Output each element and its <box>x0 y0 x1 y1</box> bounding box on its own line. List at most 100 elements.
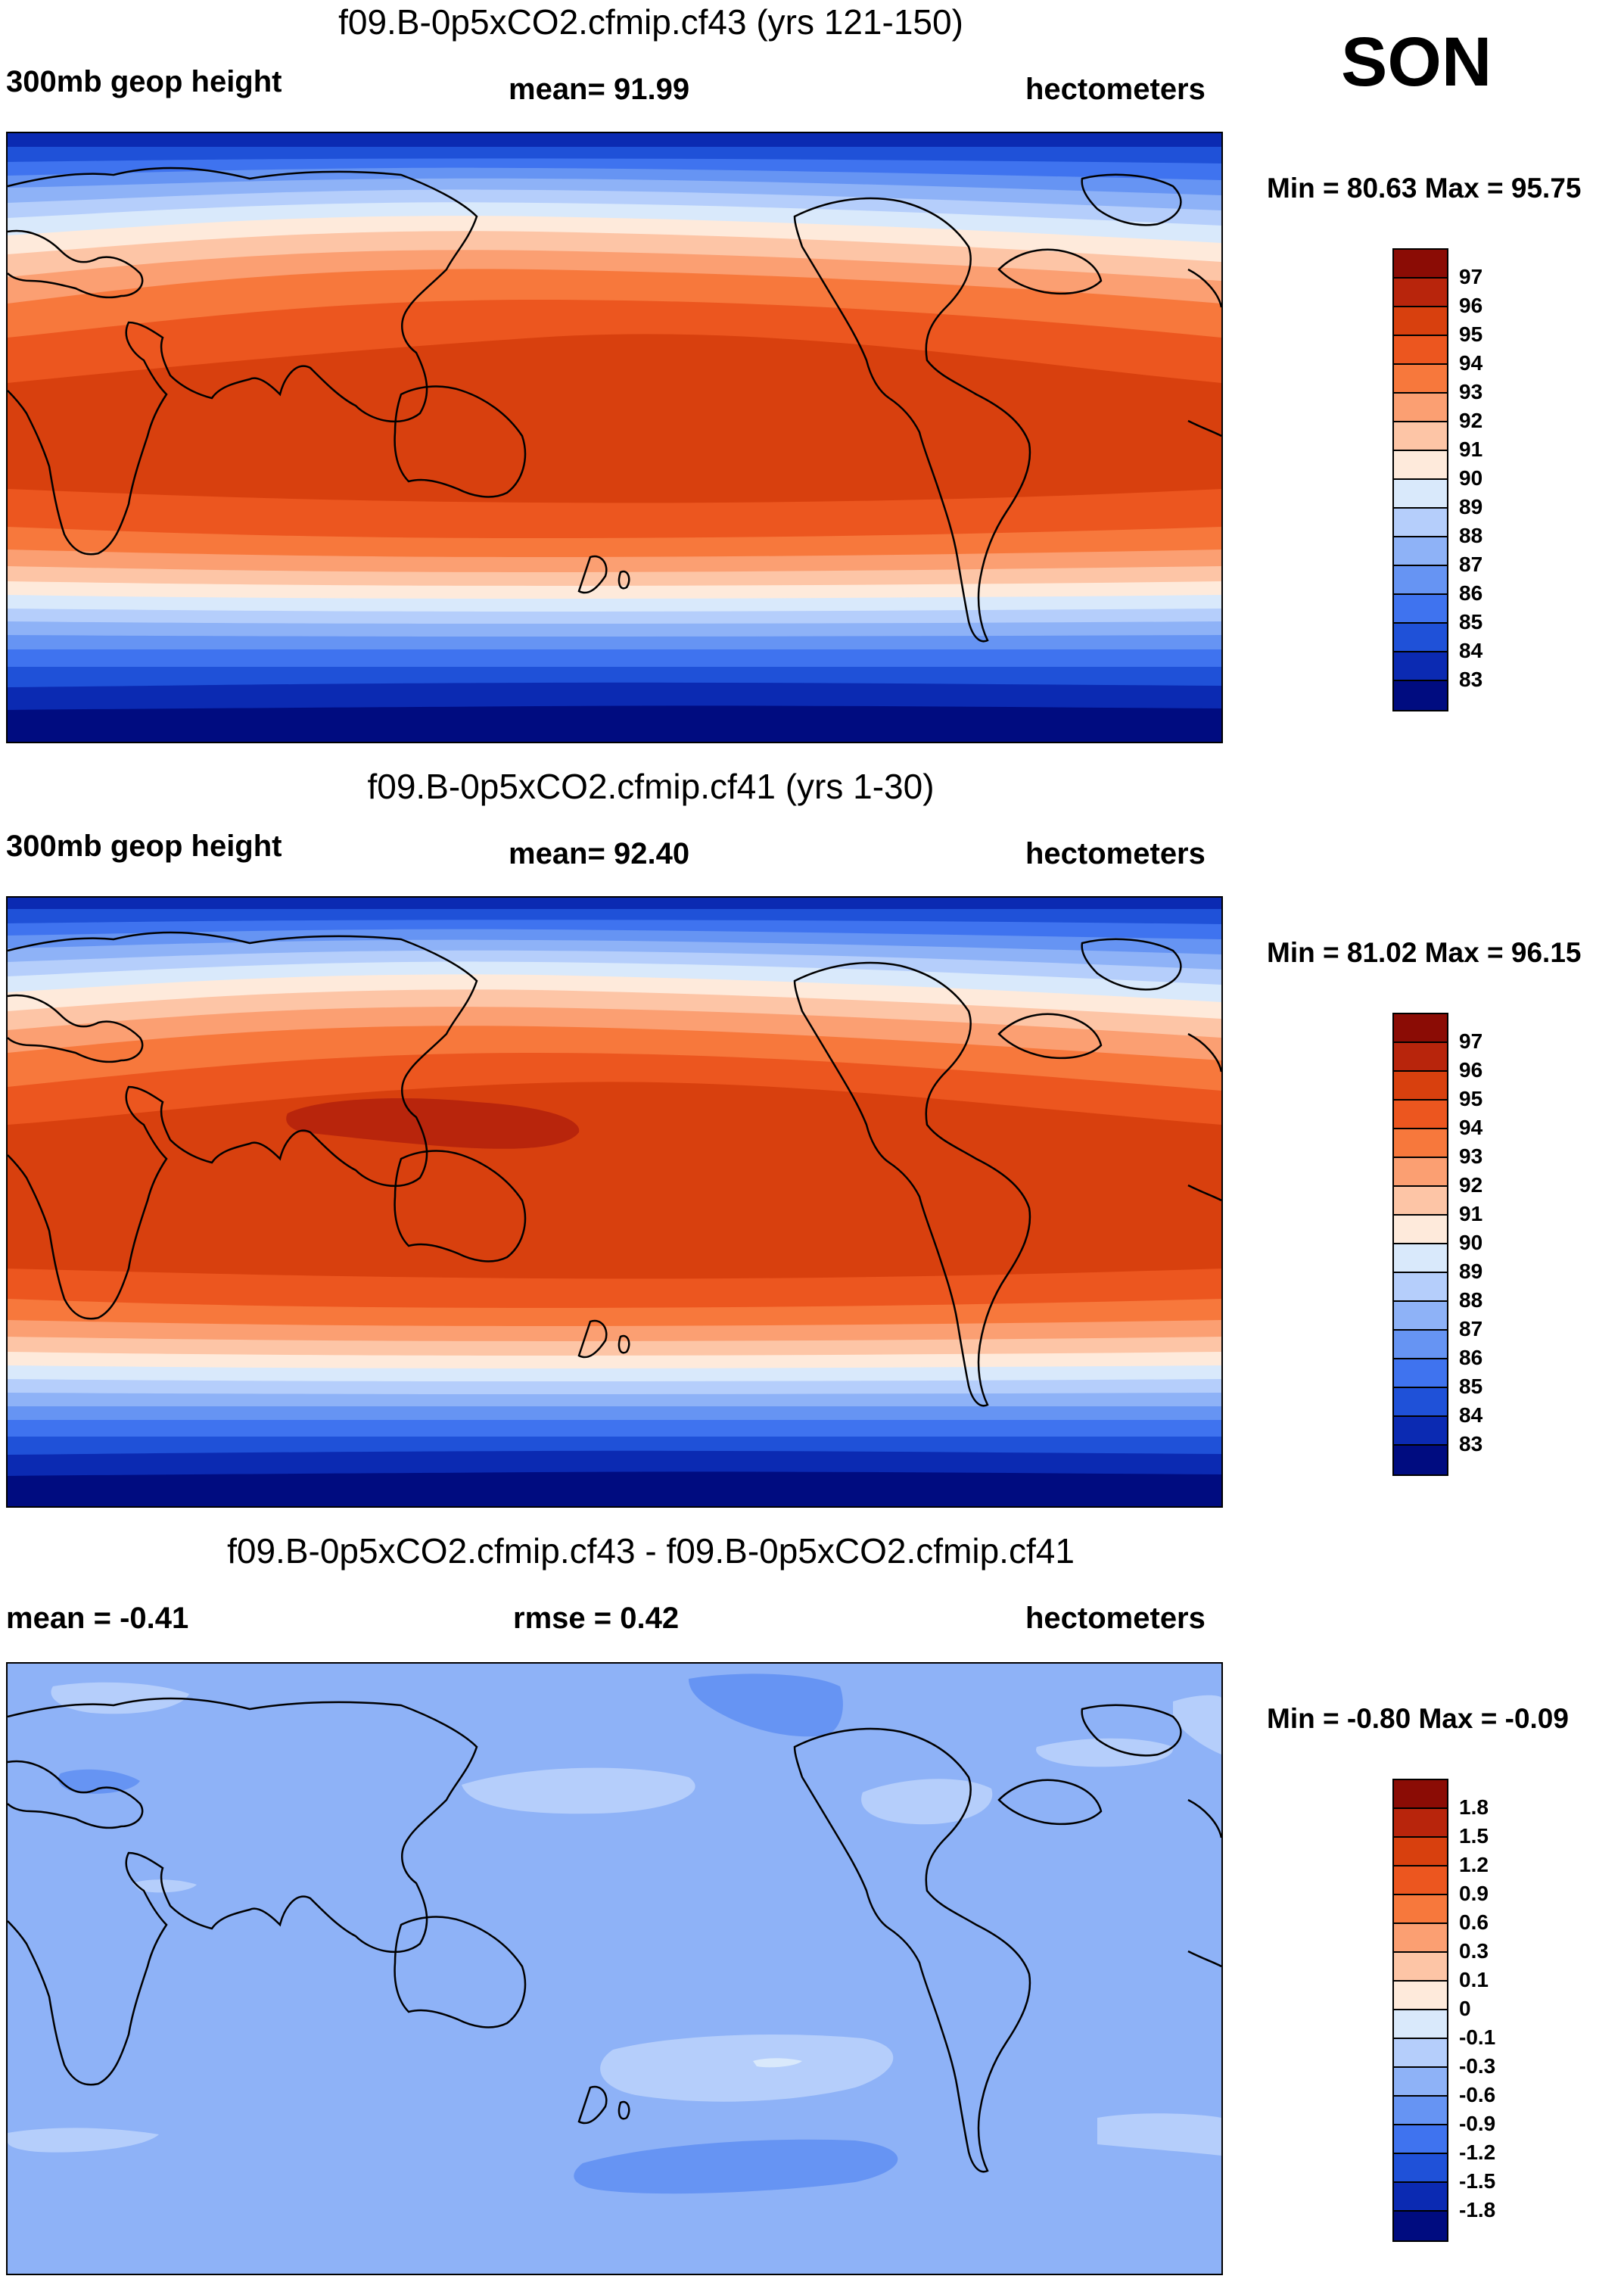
panel-2-colorbar <box>1392 1013 1448 1476</box>
panel-2-colorbar-swatch <box>1394 1187 1447 1216</box>
panel-1-mean-label: mean= 91.99 <box>509 73 690 106</box>
panel-1-colorbar-swatch <box>1394 307 1447 336</box>
panel-3-colorbar-swatch <box>1394 2212 1447 2240</box>
panel-3-colorbar-swatch <box>1394 1809 1447 1838</box>
panel-3-coastlines <box>8 1697 1221 2173</box>
panel-3-colorbar-swatch <box>1394 1838 1447 1866</box>
panel-1-colorbar-swatch <box>1394 365 1447 394</box>
panel-3-units-label: hectometers <box>1025 1602 1206 1635</box>
panel-1-colorbar-label: 87 <box>1459 553 1483 576</box>
panel-3-colorbar-swatch <box>1394 2183 1447 2212</box>
panel-1-colorbar-swatch <box>1394 537 1447 566</box>
panel-3-colorbar-swatch <box>1394 1866 1447 1895</box>
panel-2-coastlines <box>8 931 1221 1407</box>
panel-1-colorbar-swatch <box>1394 279 1447 307</box>
panel-2-colorbar-swatch <box>1394 1446 1447 1474</box>
panel-1-colorbar-swatch <box>1394 681 1447 710</box>
panel-1-colorbar-swatch <box>1394 652 1447 681</box>
panel-2-colorbar-label: 89 <box>1459 1259 1483 1283</box>
panel-3-colorbar-swatch <box>1394 2097 1447 2125</box>
panel-3-colorbar-swatch <box>1394 2068 1447 2097</box>
panel-1-variable-label: 300mb geop height <box>6 65 282 98</box>
panel-3-colorbar-swatch <box>1394 1982 1447 2010</box>
panel-2-colorbar-label: 86 <box>1459 1346 1483 1369</box>
panel-2-colorbar-swatch <box>1394 1417 1447 1446</box>
panel-1-colorbar-swatch <box>1394 566 1447 595</box>
panel-2-colorbar-label: 94 <box>1459 1116 1483 1139</box>
panel-3-colorbar-label: -1.8 <box>1459 2198 1496 2221</box>
panel-1-colorbar-label: 88 <box>1459 524 1483 547</box>
panel-2-colorbar-swatch <box>1394 1273 1447 1302</box>
panel-2-colorbar-swatch <box>1394 1331 1447 1359</box>
panel-2-colorbar-swatch <box>1394 1072 1447 1101</box>
season-label: SON <box>1341 23 1492 101</box>
panel-1-min-max: Min = 80.63 Max = 95.75 <box>1267 173 1582 204</box>
panel-1-colorbar-label: 84 <box>1459 639 1483 662</box>
panel-3-map <box>6 1662 1223 2275</box>
panel-1-colorbar-swatch <box>1394 509 1447 537</box>
panel-1-colorbar-swatch <box>1394 451 1447 480</box>
panel-2-colorbar-label: 91 <box>1459 1202 1483 1225</box>
panel-1-colorbar-swatch <box>1394 422 1447 451</box>
panel-1-colorbar-swatch <box>1394 624 1447 652</box>
panel-1-colorbar-label: 91 <box>1459 437 1483 461</box>
panel-2-units-label: hectometers <box>1025 837 1206 870</box>
panel-2-colorbar-label: 97 <box>1459 1029 1483 1053</box>
panel-1-colorbar-swatch <box>1394 480 1447 509</box>
panel-3-colorbar-label: 0 <box>1459 1997 1471 2020</box>
panel-3-colorbar-label: 0.6 <box>1459 1910 1489 1934</box>
panel-2-colorbar-swatch <box>1394 1129 1447 1158</box>
panel-2-contour-fill <box>8 898 1221 1506</box>
panel-2-colorbar-label: 88 <box>1459 1288 1483 1312</box>
panel-1-colorbar-swatch <box>1394 394 1447 422</box>
panel-2-colorbar-label: 87 <box>1459 1317 1483 1340</box>
panel-2-min-max: Min = 81.02 Max = 96.15 <box>1267 937 1582 968</box>
panel-3-colorbar-swatch <box>1394 2010 1447 2039</box>
panel-1-colorbar-label: 97 <box>1459 265 1483 288</box>
panel-3-colorbar-label: -0.3 <box>1459 2054 1496 2078</box>
panel-3-colorbar-label: -1.2 <box>1459 2140 1496 2164</box>
panel-3-colorbar-label: -1.5 <box>1459 2169 1496 2193</box>
panel-3-min-max: Min = -0.80 Max = -0.09 <box>1267 1703 1569 1734</box>
panel-2-colorbar-swatch <box>1394 1043 1447 1072</box>
panel-3-colorbar-swatch <box>1394 1953 1447 1982</box>
panel-3-colorbar-label: 0.9 <box>1459 1882 1489 1905</box>
panel-1-colorbar-swatch <box>1394 336 1447 365</box>
panel-3-colorbar-swatch <box>1394 2125 1447 2154</box>
panel-2-variable-label: 300mb geop height <box>6 830 282 863</box>
panel-2-colorbar-label: 85 <box>1459 1375 1483 1398</box>
panel-3-colorbar-label: 0.3 <box>1459 1939 1489 1963</box>
panel-2-colorbar-label: 96 <box>1459 1058 1483 1082</box>
panel-1-colorbar-label: 90 <box>1459 466 1483 490</box>
panel-3-colorbar-label: 0.1 <box>1459 1968 1489 1991</box>
panel-3-colorbar-label: -0.6 <box>1459 2083 1496 2106</box>
panel-1-colorbar-label: 86 <box>1459 581 1483 605</box>
panel-1-colorbar-label: 95 <box>1459 322 1483 346</box>
panel-3-mean-label: mean = -0.41 <box>6 1602 189 1635</box>
panel-2-colorbar-label: 95 <box>1459 1087 1483 1110</box>
panel-3-colorbar-swatch <box>1394 2154 1447 2183</box>
panel-3-colorbar-swatch <box>1394 1895 1447 1924</box>
panel-1-colorbar-label: 89 <box>1459 495 1483 518</box>
panel-2-colorbar-label: 92 <box>1459 1173 1483 1197</box>
panel-2-colorbar-swatch <box>1394 1014 1447 1043</box>
panel-1-colorbar-swatch <box>1394 595 1447 624</box>
panel-1-coastlines <box>8 167 1221 643</box>
panel-3-colorbar-label: 1.2 <box>1459 1853 1489 1876</box>
panel-3-colorbar-swatch <box>1394 1780 1447 1809</box>
panel-1-colorbar-label: 96 <box>1459 294 1483 317</box>
panel-2-colorbar-swatch <box>1394 1359 1447 1388</box>
panel-3-colorbar-label: 1.5 <box>1459 1824 1489 1848</box>
panel-3-colorbar <box>1392 1779 1448 2242</box>
panel-1-colorbar-label: 93 <box>1459 380 1483 403</box>
panel-2-map <box>6 896 1223 1508</box>
panel-1-title: f09.B-0p5xCO2.cfmip.cf43 (yrs 121-150) <box>338 2 963 42</box>
panel-1-colorbar-label: 94 <box>1459 351 1483 375</box>
panel-2-colorbar-label: 90 <box>1459 1231 1483 1254</box>
panel-3-colorbar-swatch <box>1394 1924 1447 1953</box>
panel-2-colorbar-swatch <box>1394 1388 1447 1417</box>
panel-2-mean-label: mean= 92.40 <box>509 837 690 870</box>
panel-3-rmse-label: rmse = 0.42 <box>513 1602 680 1635</box>
panel-3-colorbar-label: -0.1 <box>1459 2025 1496 2049</box>
panel-2-colorbar-swatch <box>1394 1158 1447 1187</box>
